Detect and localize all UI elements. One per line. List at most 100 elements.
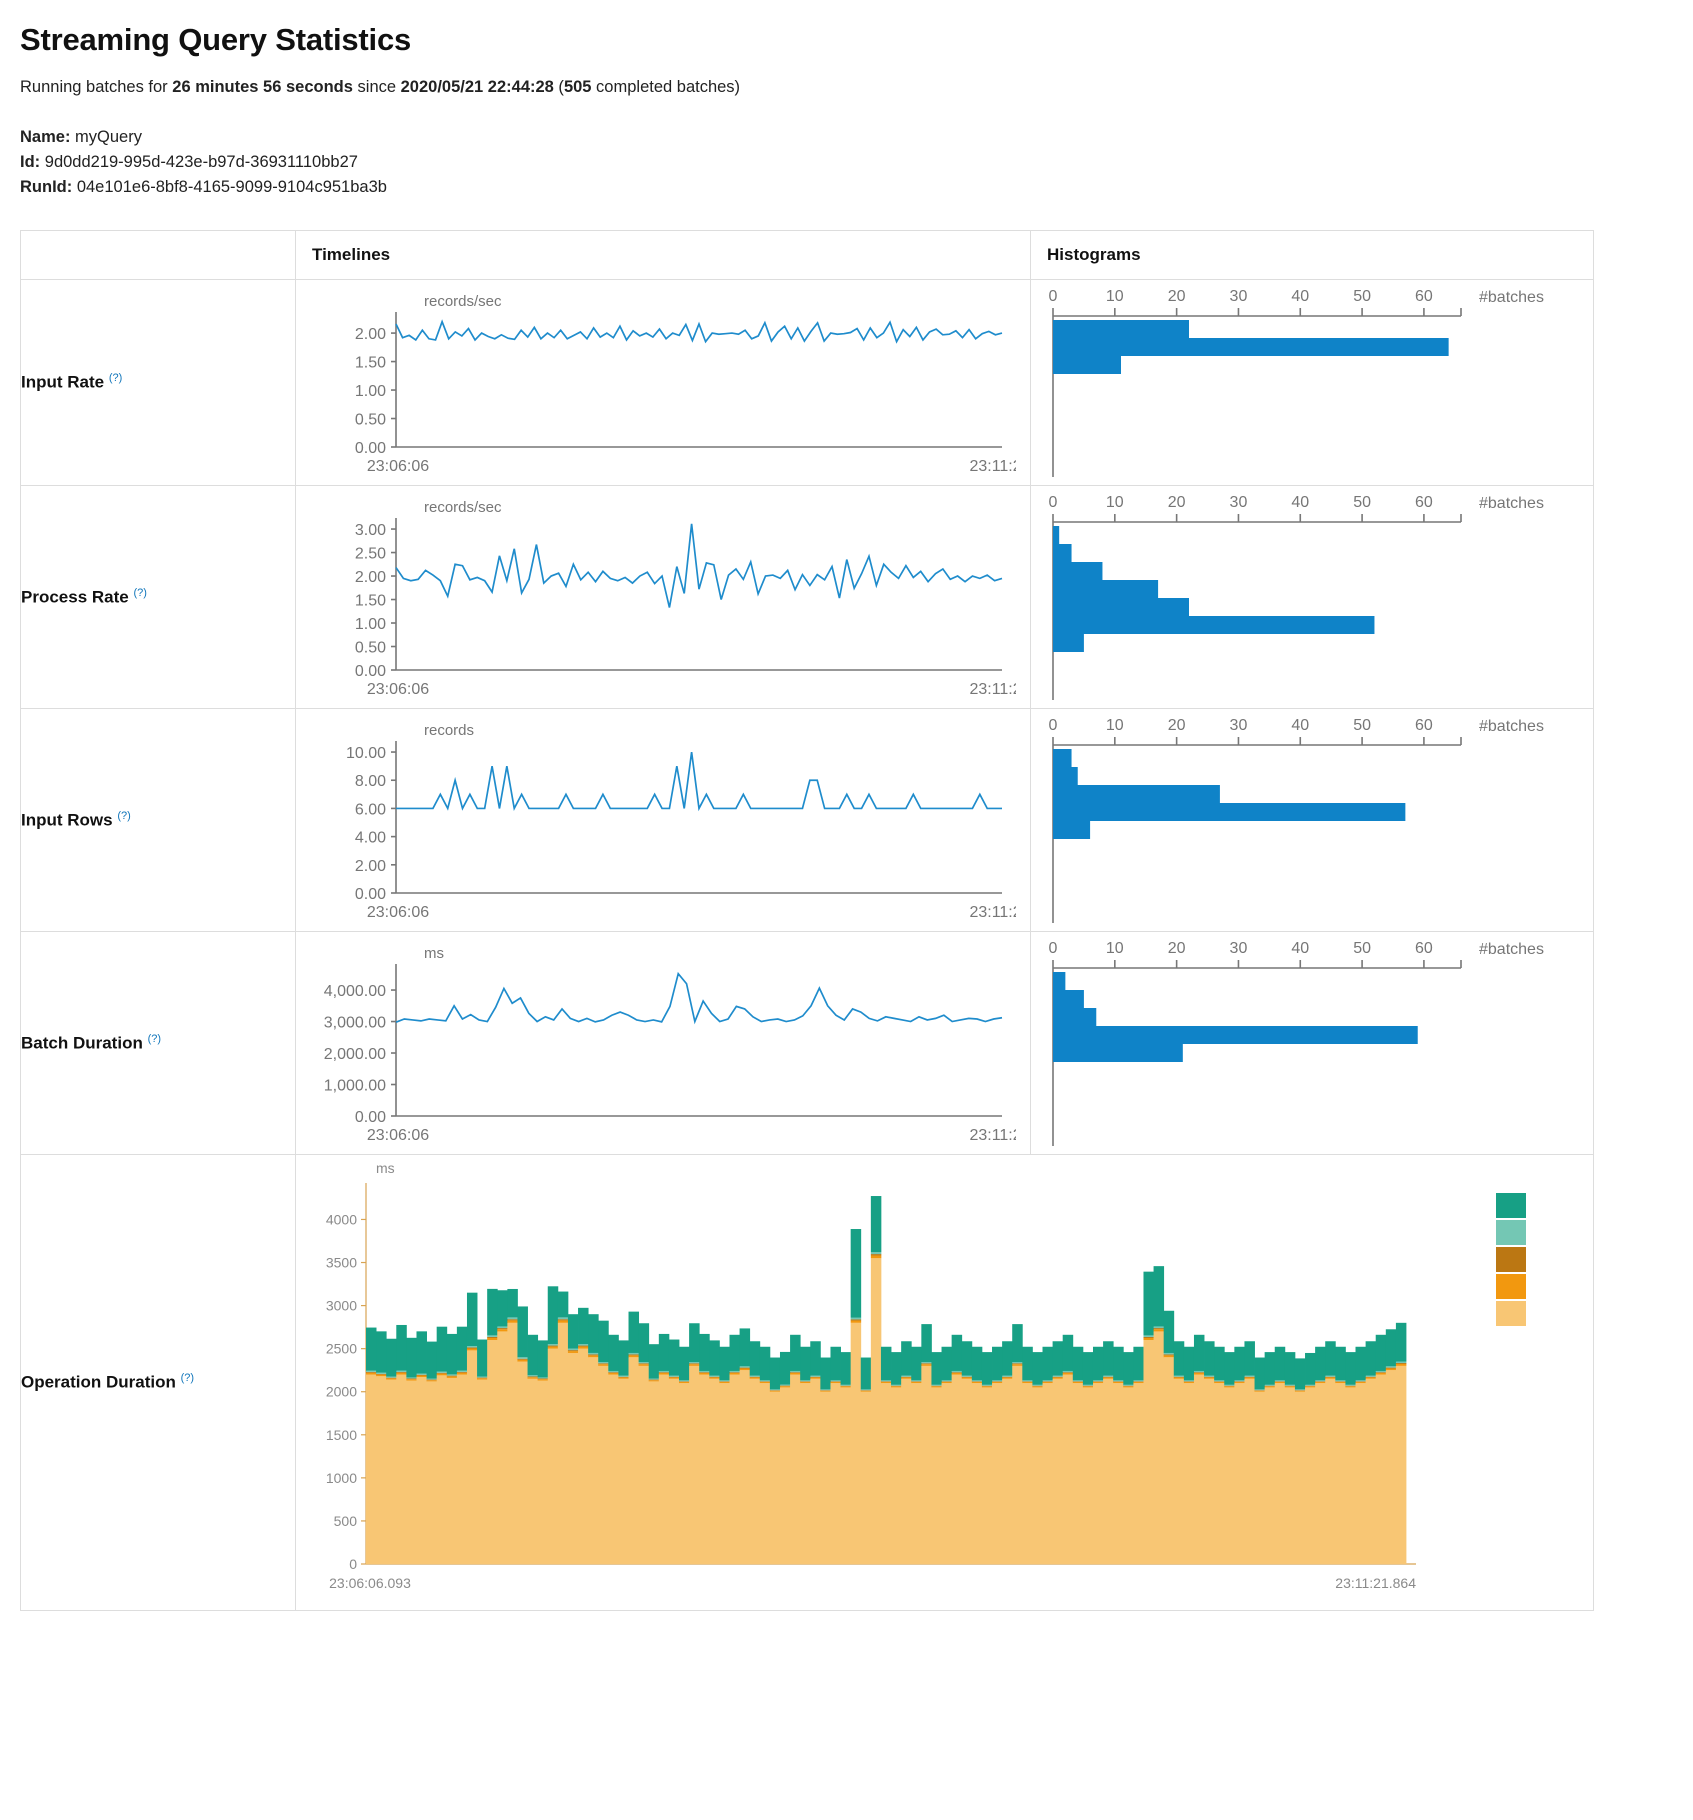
svg-text:2.00: 2.00 bbox=[355, 858, 386, 875]
histogram-cell-batch-duration[interactable]: 0 10 20 30 40 50 60 #batches bbox=[1030, 931, 1594, 1156]
svg-text:23:11:21: 23:11:21 bbox=[969, 904, 1016, 921]
query-metadata: Name: myQuery Id: 9d0dd219-995d-423e-b97… bbox=[20, 125, 1673, 200]
row-label-batch-duration: Batch Duration (?) bbox=[20, 931, 296, 1156]
svg-text:10.00: 10.00 bbox=[346, 745, 386, 762]
svg-text:20: 20 bbox=[1168, 288, 1186, 305]
metadata-key-runid: RunId: bbox=[20, 178, 73, 197]
svg-text:3000: 3000 bbox=[326, 1298, 357, 1314]
summary-suffix: completed batches) bbox=[591, 78, 741, 96]
summary-batch-count: 505 bbox=[563, 78, 592, 96]
svg-text:30: 30 bbox=[1230, 288, 1248, 305]
summary-open-paren: ( bbox=[553, 78, 564, 96]
svg-text:23:06:06: 23:06:06 bbox=[367, 904, 429, 921]
svg-text:20: 20 bbox=[1168, 940, 1186, 957]
legend-swatch-1 bbox=[1496, 1220, 1526, 1246]
timeline-cell-input-rows[interactable]: records 10.00 8.00 6.00 4.00 2.00 0.00 23:06:06… bbox=[295, 708, 1031, 933]
svg-text:40: 40 bbox=[1291, 494, 1309, 511]
histogram-cell-process-rate[interactable]: 0 10 20 30 40 50 60 #batches bbox=[1030, 485, 1594, 710]
table-row-operation-duration: Operation Duration (?) ms 4000 3500 3000 250… bbox=[20, 1154, 1594, 1612]
header-blank bbox=[20, 230, 296, 281]
summary-prefix: Running batches for bbox=[20, 78, 173, 96]
row-label-input-rate: Input Rate (?) bbox=[20, 279, 296, 487]
row-label-text: Input Rate bbox=[21, 373, 105, 393]
svg-text:0: 0 bbox=[1049, 717, 1058, 734]
svg-text:2.50: 2.50 bbox=[355, 546, 386, 563]
svg-text:2.00: 2.00 bbox=[355, 326, 386, 343]
table-row-input-rate: Input Rate (?) records/sec 2.00 1.50 1.00 0.… bbox=[20, 279, 1594, 487]
row-label-text: Operation Duration bbox=[21, 1373, 176, 1393]
svg-text:60: 60 bbox=[1415, 940, 1433, 957]
svg-text:ms: ms bbox=[424, 945, 444, 962]
svg-text:23:06:06: 23:06:06 bbox=[367, 1127, 429, 1144]
svg-text:1.00: 1.00 bbox=[355, 383, 386, 400]
histogram-cell-input-rows[interactable]: 0 10 20 30 40 50 60 #batches bbox=[1030, 708, 1594, 933]
svg-text:0.50: 0.50 bbox=[355, 412, 386, 429]
svg-text:20: 20 bbox=[1168, 494, 1186, 511]
statistics-table: Timelines Histograms Input Rate (?) reco… bbox=[20, 230, 1594, 1612]
svg-text:60: 60 bbox=[1415, 288, 1433, 305]
svg-text:records/sec: records/sec bbox=[424, 293, 502, 310]
svg-text:0: 0 bbox=[1049, 494, 1058, 511]
page-title: Streaming Query Statistics bbox=[20, 22, 412, 57]
svg-text:60: 60 bbox=[1415, 494, 1433, 511]
svg-text:50: 50 bbox=[1353, 940, 1371, 957]
svg-text:0.00: 0.00 bbox=[355, 440, 386, 457]
legend-swatch-4 bbox=[1496, 1301, 1526, 1327]
summary-duration: 26 minutes 56 seconds bbox=[172, 78, 353, 96]
svg-text:23:11:21.864: 23:11:21.864 bbox=[1335, 1575, 1416, 1591]
table-row-batch-duration: Batch Duration (?) ms 4,000.00 3,000.00 2,0… bbox=[20, 931, 1594, 1156]
svg-text:1000: 1000 bbox=[326, 1470, 357, 1486]
svg-text:#batches: #batches bbox=[1479, 289, 1544, 306]
running-batches-summary: Running batches for 26 minutes 56 second… bbox=[20, 78, 1673, 97]
svg-text:4,000.00: 4,000.00 bbox=[324, 983, 386, 1000]
timeline-cell-input-rate[interactable]: records/sec 2.00 1.50 1.00 0.50 0.00 23:06:06 2… bbox=[295, 279, 1031, 487]
help-icon[interactable]: (?) bbox=[133, 586, 147, 599]
svg-text:2.00: 2.00 bbox=[355, 569, 386, 586]
operation-duration-chart-cell[interactable]: ms 4000 3500 3000 2500 2000 1500 1000 500 0 23:06:… bbox=[295, 1154, 1594, 1612]
svg-text:0: 0 bbox=[1049, 940, 1058, 957]
row-label-process-rate: Process Rate (?) bbox=[20, 485, 296, 710]
svg-text:50: 50 bbox=[1353, 288, 1371, 305]
svg-text:2500: 2500 bbox=[326, 1341, 357, 1357]
svg-text:2,000.00: 2,000.00 bbox=[324, 1046, 386, 1063]
svg-text:1500: 1500 bbox=[326, 1427, 357, 1443]
timeline-cell-process-rate[interactable]: records/sec 3.00 2.50 2.00 1.50 1.00 0.50 0.00 2… bbox=[295, 485, 1031, 710]
table-row-process-rate: Process Rate (?) records/sec 3.00 2.50 2.00… bbox=[20, 485, 1594, 710]
svg-text:3,000.00: 3,000.00 bbox=[324, 1015, 386, 1032]
svg-text:20: 20 bbox=[1168, 717, 1186, 734]
svg-text:0.00: 0.00 bbox=[355, 663, 386, 680]
svg-text:1.50: 1.50 bbox=[355, 593, 386, 610]
legend-swatch-2 bbox=[1496, 1247, 1526, 1273]
svg-text:10: 10 bbox=[1106, 940, 1124, 957]
svg-text:0: 0 bbox=[1049, 288, 1058, 305]
svg-text:23:11:21: 23:11:21 bbox=[969, 681, 1016, 698]
svg-text:4000: 4000 bbox=[326, 1212, 357, 1228]
svg-text:8.00: 8.00 bbox=[355, 773, 386, 790]
svg-text:23:06:06: 23:06:06 bbox=[367, 681, 429, 698]
row-label-text: Batch Duration bbox=[21, 1033, 143, 1053]
histogram-cell-input-rate[interactable]: 0 10 20 30 40 50 60 #batches bbox=[1030, 279, 1594, 487]
summary-mid: since bbox=[352, 78, 401, 96]
svg-text:3.00: 3.00 bbox=[355, 522, 386, 539]
svg-text:#batches: #batches bbox=[1479, 495, 1544, 512]
header-timelines: Timelines bbox=[295, 230, 1031, 281]
timeline-cell-batch-duration[interactable]: ms 4,000.00 3,000.00 2,000.00 1,000.00 0.00 23… bbox=[295, 931, 1031, 1156]
svg-text:1.00: 1.00 bbox=[355, 616, 386, 633]
metadata-value-id: 9d0dd219-995d-423e-b97d-36931110bb27 bbox=[44, 153, 358, 172]
row-label-input-rows: Input Rows (?) bbox=[20, 708, 296, 933]
help-icon[interactable]: (?) bbox=[108, 372, 123, 385]
metadata-key-name: Name: bbox=[20, 128, 71, 146]
help-icon[interactable]: (?) bbox=[117, 809, 131, 822]
summary-since-timestamp: 2020/05/21 22:44:28 bbox=[400, 78, 554, 96]
row-label-text: Input Rows bbox=[21, 810, 113, 830]
svg-text:0.50: 0.50 bbox=[355, 640, 386, 657]
help-icon[interactable]: (?) bbox=[147, 1032, 162, 1045]
svg-text:ms: ms bbox=[376, 1160, 395, 1176]
row-label-text: Process Rate bbox=[21, 587, 129, 607]
help-icon[interactable]: (?) bbox=[180, 1372, 195, 1385]
svg-text:23:06:06: 23:06:06 bbox=[367, 458, 429, 475]
svg-text:1.50: 1.50 bbox=[355, 355, 386, 372]
svg-text:30: 30 bbox=[1230, 940, 1248, 957]
table-row-input-rows: Input Rows (?) records 10.00 8.00 6.00 4.00 2… bbox=[20, 708, 1594, 933]
metadata-value-name: myQuery bbox=[75, 128, 142, 146]
